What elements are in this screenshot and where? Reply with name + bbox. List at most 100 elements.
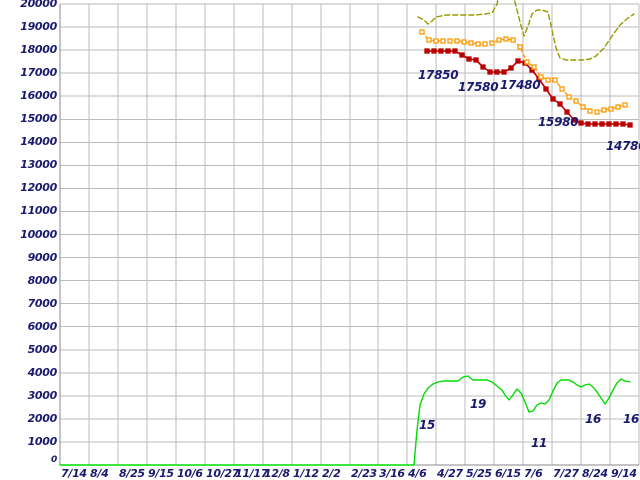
data-point-label: 14780 (606, 139, 640, 153)
series-marker-series_red (592, 121, 598, 127)
y-tick-label: 3000 (27, 388, 58, 402)
data-point-label: 11 (531, 436, 548, 450)
series-marker-series_orange (545, 77, 551, 83)
series-marker-series_red (438, 48, 444, 54)
series-marker-series_orange (503, 36, 509, 42)
x-tick-label: 11/17 (235, 467, 269, 480)
x-tick-label: 7/27 (553, 467, 579, 480)
series-marker-series_red (501, 69, 507, 75)
x-tick-label: 2/23 (351, 467, 377, 480)
y-tick-label: 16000 (20, 89, 57, 103)
series-marker-series_red (571, 117, 577, 123)
x-tick-label: 7/6 (524, 467, 543, 480)
y-tick-label: 20000 (20, 0, 57, 10)
series-marker-series_orange (482, 41, 488, 47)
series-marker-series_orange (594, 109, 600, 115)
series-marker-series_red (494, 69, 500, 75)
series-marker-series_orange (517, 44, 523, 50)
y-tick-label: 8000 (27, 273, 58, 287)
series-marker-series_red (480, 64, 486, 70)
x-tick-label: 6/15 (495, 467, 521, 480)
series-marker-series_red (445, 48, 451, 54)
grid-layer (59, 3, 640, 465)
data-point-label: 16 (585, 412, 602, 426)
series-marker-series_orange (538, 74, 544, 80)
series-line-series_green (59, 375, 631, 466)
x-tick-label: 9/15 (148, 467, 174, 480)
series-marker-series_red (599, 121, 605, 127)
series-marker-series_red (473, 57, 479, 63)
y-tick-label: 14000 (20, 135, 57, 149)
data-point-label: 17850 (418, 68, 459, 82)
series-marker-series_orange (447, 38, 453, 44)
data-point-label: 16 (623, 412, 640, 426)
y-tick-label: 17000 (20, 66, 57, 80)
series-layer (59, 0, 635, 466)
series-marker-series_orange (510, 37, 516, 43)
x-tick-label: 8/4 (90, 467, 109, 480)
x-tick-label: 8/25 (119, 467, 145, 480)
series-marker-series_red (431, 48, 437, 54)
data-point-label: 15 (419, 418, 436, 432)
x-tick-label: 5/25 (466, 467, 492, 480)
series-marker-series_orange (440, 38, 446, 44)
data-point-label: 15980 (538, 115, 579, 129)
series-marker-series_red (452, 48, 458, 54)
y-tick-label: 6000 (27, 319, 58, 333)
series-marker-series_orange (608, 106, 614, 112)
x-tick-label: 10/6 (177, 467, 203, 480)
series-marker-series_orange (615, 104, 621, 110)
data-point-label: 17580 (458, 80, 499, 94)
series-marker-series_orange (475, 41, 481, 47)
series-marker-series_red (543, 86, 549, 92)
y-tick-label: 15000 (20, 112, 57, 126)
y-tick-label: 19000 (20, 20, 57, 34)
series-marker-series_red (459, 52, 465, 58)
series-marker-series_orange (622, 102, 628, 108)
series-marker-series_orange (461, 39, 467, 45)
data-point-label: 17480 (500, 78, 541, 92)
y-tick-label: 9000 (27, 250, 58, 264)
x-tick-label: 4/6 (408, 467, 427, 480)
series-marker-series_orange (552, 77, 558, 83)
series-marker-series_orange (454, 38, 460, 44)
series-marker-series_red (508, 65, 514, 71)
series-marker-series_orange (468, 40, 474, 46)
series-marker-series_orange (524, 59, 530, 65)
series-marker-series_orange (566, 94, 572, 100)
y-tick-label: 13000 (20, 158, 57, 172)
y-tick-label: 1000 (27, 434, 58, 448)
series-marker-series_orange (489, 40, 495, 46)
series-marker-series_red (487, 69, 493, 75)
x-tick-label: 4/27 (437, 467, 463, 480)
series-marker-series_orange (433, 38, 439, 44)
y-tick-label: 10000 (20, 227, 57, 241)
series-marker-series_orange (496, 37, 502, 43)
y-tick-label: 7000 (27, 296, 58, 310)
x-tick-label: 12/8 (264, 467, 290, 480)
x-tick-label: 10/27 (206, 467, 240, 480)
series-marker-series_red (620, 121, 626, 127)
y-tick-label: 11000 (20, 204, 57, 218)
y-tick-label: 4000 (27, 365, 58, 379)
x-tick-label: 2/2 (322, 467, 341, 480)
series-marker-series_red (466, 56, 472, 62)
y-tick-label: 18000 (20, 43, 57, 57)
y-tick-label: 2000 (27, 411, 58, 425)
y-tick-label: 5000 (27, 342, 58, 356)
series-line-series_olive (417, 0, 635, 61)
series-marker-series_orange (580, 104, 586, 110)
series-marker-series_red (585, 121, 591, 127)
series-marker-series_orange (426, 37, 432, 43)
series-marker-series_red (564, 109, 570, 115)
x-tick-label: 7/14 (61, 467, 87, 480)
series-marker-series_orange (419, 29, 425, 35)
series-marker-series_red (515, 58, 521, 64)
x-tick-label: 3/16 (379, 467, 405, 480)
y-tick-label: 12000 (20, 181, 57, 195)
x-tick-label: 8/24 (582, 467, 608, 480)
series-marker-series_orange (601, 107, 607, 113)
series-marker-series_red (424, 48, 430, 54)
